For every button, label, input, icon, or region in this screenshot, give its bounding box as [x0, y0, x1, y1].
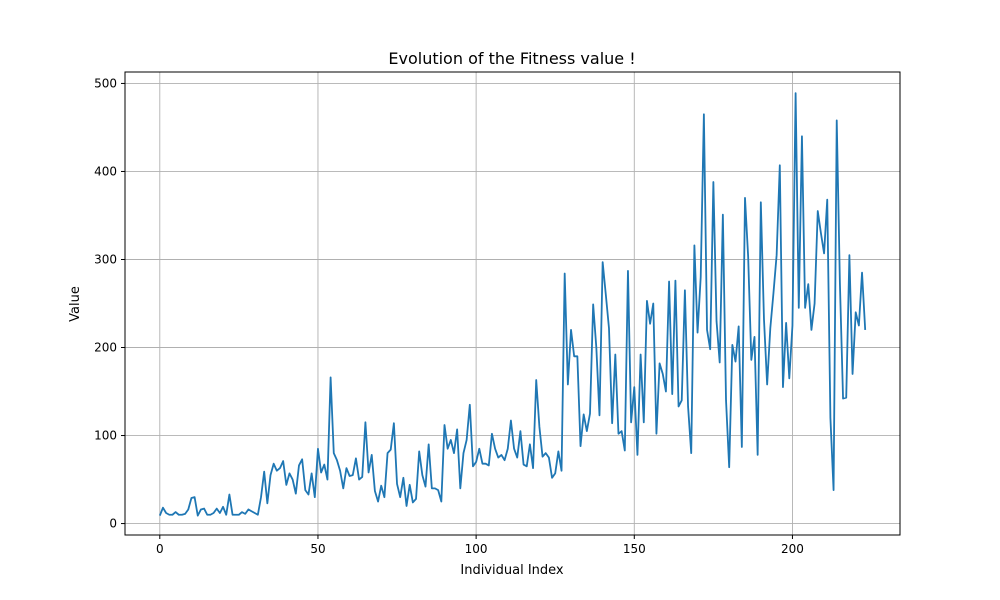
- y-axis-label: Value: [68, 286, 83, 322]
- y-tick-label: 200: [94, 341, 117, 355]
- y-axis-ticks: 0 100 200 300 400 500: [94, 76, 125, 531]
- y-tick-label: 400: [94, 164, 117, 178]
- y-tick-label: 0: [109, 517, 117, 531]
- x-tick-label: 0: [156, 542, 164, 556]
- fitness-series-line: [158, 92, 867, 517]
- x-tick-label: 50: [310, 542, 325, 556]
- chart-title: Evolution of the Fitness value !: [388, 49, 635, 68]
- plot-area: [158, 92, 867, 517]
- x-tick-label: 150: [623, 542, 646, 556]
- axes-frame: [124, 71, 901, 536]
- x-axis-ticks: 0 50 100 150 200: [156, 535, 804, 556]
- y-tick-label: 100: [94, 429, 117, 443]
- x-tick-label: 200: [781, 542, 804, 556]
- grid: [125, 72, 900, 535]
- x-axis-label: Individual Index: [460, 563, 564, 578]
- y-tick-label: 500: [94, 76, 117, 90]
- x-tick-label: 100: [465, 542, 488, 556]
- y-tick-label: 300: [94, 252, 117, 266]
